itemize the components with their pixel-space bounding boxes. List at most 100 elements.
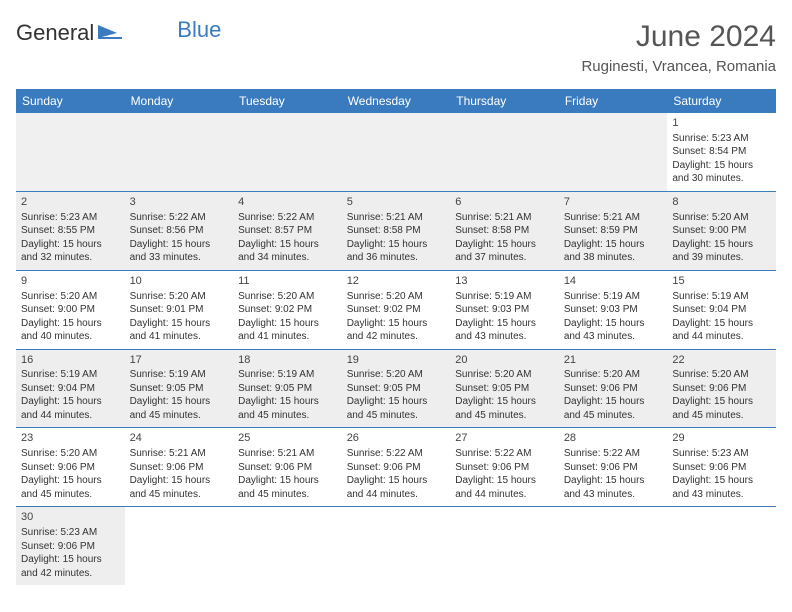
day-number: 30 — [21, 510, 120, 525]
calendar-cell-empty — [450, 113, 559, 191]
calendar-cell: 30Sunrise: 5:23 AMSunset: 9:06 PMDayligh… — [16, 507, 125, 585]
calendar-body: 1Sunrise: 5:23 AMSunset: 8:54 PMDaylight… — [16, 113, 776, 585]
daylight-line: Daylight: 15 hours and 41 minutes. — [130, 317, 229, 344]
sunrise-line: Sunrise: 5:22 AM — [347, 447, 446, 461]
calendar-cell-empty — [233, 113, 342, 191]
calendar-cell-empty — [16, 113, 125, 191]
calendar-cell-empty — [125, 113, 234, 191]
calendar-cell: 1Sunrise: 5:23 AMSunset: 8:54 PMDaylight… — [667, 113, 776, 191]
sunset-line: Sunset: 9:00 PM — [21, 303, 120, 317]
sunset-line: Sunset: 9:05 PM — [238, 382, 337, 396]
day-number: 14 — [564, 274, 663, 289]
day-number: 7 — [564, 195, 663, 210]
day-number: 8 — [672, 195, 771, 210]
calendar-cell: 13Sunrise: 5:19 AMSunset: 9:03 PMDayligh… — [450, 270, 559, 349]
sunrise-line: Sunrise: 5:20 AM — [672, 211, 771, 225]
day-number: 3 — [130, 195, 229, 210]
day-number: 12 — [347, 274, 446, 289]
sunrise-line: Sunrise: 5:21 AM — [238, 447, 337, 461]
sunrise-line: Sunrise: 5:19 AM — [130, 368, 229, 382]
calendar-cell: 5Sunrise: 5:21 AMSunset: 8:58 PMDaylight… — [342, 191, 451, 270]
sunset-line: Sunset: 9:06 PM — [21, 461, 120, 475]
daylight-line: Daylight: 15 hours and 45 minutes. — [347, 395, 446, 422]
daylight-line: Daylight: 15 hours and 38 minutes. — [564, 238, 663, 265]
sunrise-line: Sunrise: 5:20 AM — [672, 368, 771, 382]
day-header-row: SundayMondayTuesdayWednesdayThursdayFrid… — [16, 89, 776, 113]
day-number: 9 — [21, 274, 120, 289]
sunrise-line: Sunrise: 5:22 AM — [455, 447, 554, 461]
day-number: 25 — [238, 431, 337, 446]
sunrise-line: Sunrise: 5:19 AM — [21, 368, 120, 382]
sunset-line: Sunset: 9:01 PM — [130, 303, 229, 317]
calendar-cell: 26Sunrise: 5:22 AMSunset: 9:06 PMDayligh… — [342, 428, 451, 507]
daylight-line: Daylight: 15 hours and 45 minutes. — [130, 474, 229, 501]
day-header: Wednesday — [342, 89, 451, 113]
daylight-line: Daylight: 15 hours and 44 minutes. — [672, 317, 771, 344]
calendar-cell-blank — [450, 507, 559, 585]
calendar-cell: 29Sunrise: 5:23 AMSunset: 9:06 PMDayligh… — [667, 428, 776, 507]
calendar-row: 9Sunrise: 5:20 AMSunset: 9:00 PMDaylight… — [16, 270, 776, 349]
day-number: 27 — [455, 431, 554, 446]
sunset-line: Sunset: 9:05 PM — [130, 382, 229, 396]
daylight-line: Daylight: 15 hours and 30 minutes. — [672, 159, 771, 186]
daylight-line: Daylight: 15 hours and 44 minutes. — [455, 474, 554, 501]
calendar-row: 16Sunrise: 5:19 AMSunset: 9:04 PMDayligh… — [16, 349, 776, 428]
daylight-line: Daylight: 15 hours and 44 minutes. — [21, 395, 120, 422]
calendar-cell: 18Sunrise: 5:19 AMSunset: 9:05 PMDayligh… — [233, 349, 342, 428]
calendar-cell-empty — [559, 113, 668, 191]
daylight-line: Daylight: 15 hours and 45 minutes. — [238, 474, 337, 501]
sunset-line: Sunset: 9:06 PM — [564, 382, 663, 396]
calendar-cell: 8Sunrise: 5:20 AMSunset: 9:00 PMDaylight… — [667, 191, 776, 270]
daylight-line: Daylight: 15 hours and 32 minutes. — [21, 238, 120, 265]
day-number: 10 — [130, 274, 229, 289]
title-area: June 2024 Ruginesti, Vrancea, Romania — [581, 20, 776, 75]
sunset-line: Sunset: 8:58 PM — [347, 224, 446, 238]
daylight-line: Daylight: 15 hours and 41 minutes. — [238, 317, 337, 344]
sunset-line: Sunset: 9:06 PM — [672, 461, 771, 475]
day-header: Monday — [125, 89, 234, 113]
logo: General Blue — [16, 20, 221, 46]
day-number: 20 — [455, 353, 554, 368]
day-number: 28 — [564, 431, 663, 446]
sunrise-line: Sunrise: 5:20 AM — [130, 290, 229, 304]
day-number: 1 — [672, 116, 771, 131]
calendar-cell-blank — [125, 507, 234, 585]
sunset-line: Sunset: 9:02 PM — [347, 303, 446, 317]
calendar-cell: 25Sunrise: 5:21 AMSunset: 9:06 PMDayligh… — [233, 428, 342, 507]
day-number: 2 — [21, 195, 120, 210]
calendar-cell: 28Sunrise: 5:22 AMSunset: 9:06 PMDayligh… — [559, 428, 668, 507]
day-header: Friday — [559, 89, 668, 113]
calendar-cell-blank — [342, 507, 451, 585]
sunrise-line: Sunrise: 5:20 AM — [347, 368, 446, 382]
sunset-line: Sunset: 8:55 PM — [21, 224, 120, 238]
sunrise-line: Sunrise: 5:23 AM — [672, 132, 771, 146]
calendar-cell: 6Sunrise: 5:21 AMSunset: 8:58 PMDaylight… — [450, 191, 559, 270]
day-number: 24 — [130, 431, 229, 446]
calendar-cell: 9Sunrise: 5:20 AMSunset: 9:00 PMDaylight… — [16, 270, 125, 349]
sunrise-line: Sunrise: 5:20 AM — [455, 368, 554, 382]
day-header: Sunday — [16, 89, 125, 113]
day-number: 18 — [238, 353, 337, 368]
daylight-line: Daylight: 15 hours and 39 minutes. — [672, 238, 771, 265]
daylight-line: Daylight: 15 hours and 40 minutes. — [21, 317, 120, 344]
day-number: 21 — [564, 353, 663, 368]
sunset-line: Sunset: 9:06 PM — [130, 461, 229, 475]
daylight-line: Daylight: 15 hours and 42 minutes. — [347, 317, 446, 344]
calendar-cell: 12Sunrise: 5:20 AMSunset: 9:02 PMDayligh… — [342, 270, 451, 349]
sunrise-line: Sunrise: 5:23 AM — [21, 211, 120, 225]
sunrise-line: Sunrise: 5:19 AM — [564, 290, 663, 304]
logo-text-2: Blue — [177, 17, 221, 43]
day-header: Thursday — [450, 89, 559, 113]
sunset-line: Sunset: 9:06 PM — [455, 461, 554, 475]
sunrise-line: Sunrise: 5:21 AM — [347, 211, 446, 225]
calendar-row: 1Sunrise: 5:23 AMSunset: 8:54 PMDaylight… — [16, 113, 776, 191]
calendar-row: 30Sunrise: 5:23 AMSunset: 9:06 PMDayligh… — [16, 507, 776, 585]
calendar-cell-empty — [342, 113, 451, 191]
sunrise-line: Sunrise: 5:21 AM — [564, 211, 663, 225]
sunrise-line: Sunrise: 5:19 AM — [238, 368, 337, 382]
day-number: 11 — [238, 274, 337, 289]
sunrise-line: Sunrise: 5:20 AM — [21, 447, 120, 461]
sunrise-line: Sunrise: 5:23 AM — [21, 526, 120, 540]
day-number: 4 — [238, 195, 337, 210]
daylight-line: Daylight: 15 hours and 36 minutes. — [347, 238, 446, 265]
